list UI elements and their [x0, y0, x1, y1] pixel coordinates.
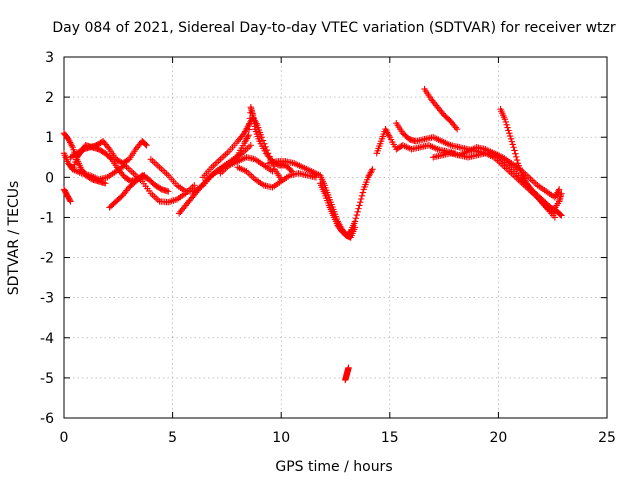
series-arc-03 [60, 186, 74, 205]
x-tick-label: 15 [381, 430, 399, 446]
x-tick-label: 20 [489, 430, 507, 446]
axes: 0 5 10 15 20 25 -6 -5 -4 -3 -2 -1 0 1 2 3 [40, 50, 616, 446]
data-point [453, 126, 461, 133]
data-point [191, 182, 198, 189]
y-tick-label: -5 [40, 371, 54, 387]
y-tick-label: 3 [45, 50, 54, 66]
data-point [509, 141, 516, 148]
data-point [351, 218, 359, 225]
series-arc-15 [373, 126, 459, 157]
series-arc-13 [317, 166, 376, 239]
data-point [352, 215, 360, 222]
plot-frame [63, 56, 608, 419]
series-arc-14 [342, 364, 352, 384]
data-point [506, 130, 513, 137]
x-tick-label: 5 [168, 430, 177, 446]
data-point [501, 115, 509, 123]
data-points [60, 85, 565, 384]
data-point [245, 132, 252, 139]
data-point [357, 195, 365, 203]
data-point [142, 141, 149, 148]
data-point [558, 212, 565, 219]
data-point [358, 192, 366, 199]
x-tick-label: 25 [598, 430, 616, 446]
data-point [507, 135, 515, 143]
data-point [508, 138, 516, 145]
series-arc-21 [516, 176, 565, 215]
data-point [558, 190, 565, 197]
data-point [513, 153, 520, 161]
data-point [359, 189, 367, 196]
data-point [551, 214, 559, 221]
series-arc-19 [456, 144, 563, 201]
series-arc-17 [421, 85, 461, 133]
data-point [503, 121, 510, 128]
data-point [513, 156, 521, 164]
data-point [143, 142, 150, 149]
data-point [165, 188, 172, 195]
data-point [247, 142, 254, 149]
data-point [510, 144, 517, 151]
data-point [512, 150, 519, 157]
data-point [355, 205, 362, 212]
data-point [505, 127, 512, 134]
y-tick-label: -2 [40, 251, 54, 267]
data-point [345, 364, 352, 372]
data-point [287, 166, 294, 174]
series-arc-06 [106, 172, 172, 211]
data-point [102, 180, 109, 187]
series-arc-04 [67, 138, 150, 167]
data-point [259, 137, 267, 144]
y-tick-label: -6 [40, 411, 54, 427]
data-point [353, 211, 360, 219]
y-tick-label: -4 [40, 331, 54, 347]
data-point [506, 132, 514, 140]
y-tick-label: -1 [40, 210, 54, 226]
data-point [556, 186, 563, 193]
data-point [107, 154, 114, 162]
y-tick-label: 0 [45, 170, 54, 186]
y-axis-label: SDTVAR / TECUs [6, 181, 22, 296]
data-point [504, 124, 511, 131]
x-axis-label: GPS time / hours [275, 459, 392, 475]
data-point [357, 199, 364, 206]
y-tick-label: 1 [45, 130, 54, 146]
x-tick-label: 10 [272, 430, 290, 446]
series-arc-11 [234, 164, 320, 191]
x-tick-label: 0 [60, 430, 69, 446]
data-point [245, 126, 253, 133]
data-point [67, 198, 74, 205]
data-point [557, 211, 564, 218]
chart-title: Day 084 of 2021, Sidereal Day-to-day VTE… [52, 20, 616, 36]
data-point [66, 196, 74, 204]
y-tick-label: -3 [40, 291, 54, 307]
series-arc-05 [69, 162, 198, 206]
data-point [369, 166, 376, 173]
y-tick-label: 2 [45, 90, 54, 106]
data-point [502, 118, 509, 126]
data-point [356, 202, 363, 209]
data-point [511, 147, 518, 154]
data-point [354, 208, 361, 216]
